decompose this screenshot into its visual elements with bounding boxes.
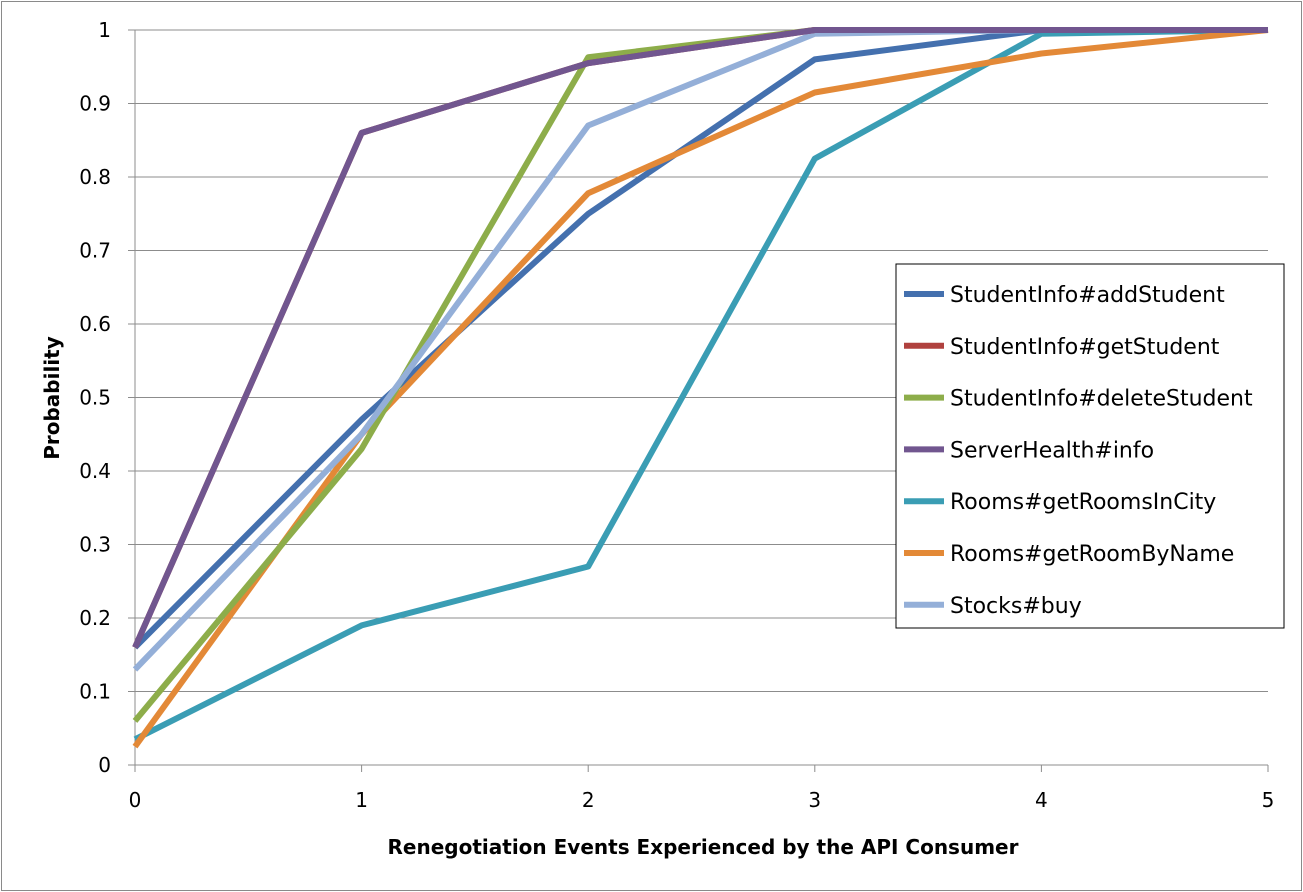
y-tick-label: 0.9 <box>79 92 111 116</box>
y-tick-label: 0.4 <box>79 459 111 483</box>
y-tick-label: 0.8 <box>79 165 111 189</box>
legend-entry: StudentInfo#deleteStudent <box>950 387 1253 412</box>
y-tick-label: 0.7 <box>79 239 111 263</box>
legend-entry: Rooms#getRoomByName <box>950 542 1234 567</box>
x-tick-label: 5 <box>1262 788 1275 812</box>
series-lines <box>132 27 1269 749</box>
x-tick-label: 2 <box>582 788 595 812</box>
series-line-serverhealth-info <box>132 27 1268 649</box>
x-tick-label: 4 <box>1035 788 1048 812</box>
y-tick-label: 0.5 <box>79 386 111 410</box>
y-tick-label: 0 <box>98 753 111 777</box>
x-tick-label: 1 <box>355 788 368 812</box>
legend-entry: StudentInfo#getStudent <box>950 335 1220 360</box>
y-tick-label: 0.2 <box>79 606 111 630</box>
x-axis-title: Renegotiation Events Experienced by the … <box>388 835 1019 859</box>
series-line-rooms-getroomsincity <box>133 27 1269 742</box>
series-line-rooms-getroombyname <box>132 27 1269 749</box>
legend-entry: Rooms#getRoomsInCity <box>950 490 1216 515</box>
y-tick-label: 0.3 <box>79 533 111 557</box>
y-tick-label: 0.1 <box>79 680 111 704</box>
x-tick-label: 3 <box>808 788 821 812</box>
y-axis-title: Probability <box>40 336 64 460</box>
legend-entry: Stocks#buy <box>950 594 1082 619</box>
x-tick-label: 0 <box>129 788 142 812</box>
y-tick-label: 1 <box>98 18 111 42</box>
legend-box <box>895 263 1285 629</box>
legend-entry: StudentInfo#addStudent <box>950 283 1225 308</box>
legend-entry: ServerHealth#info <box>950 438 1154 463</box>
tick-labels: 0 0.1 0.2 0.3 0.4 0.5 0.6 0.7 0.8 0.9 1 0 1 2 3 4 5 <box>79 18 1274 812</box>
legend: StudentInfo#addStudent StudentInfo#getStu… <box>895 263 1285 629</box>
y-tick-label: 0.6 <box>79 312 111 336</box>
